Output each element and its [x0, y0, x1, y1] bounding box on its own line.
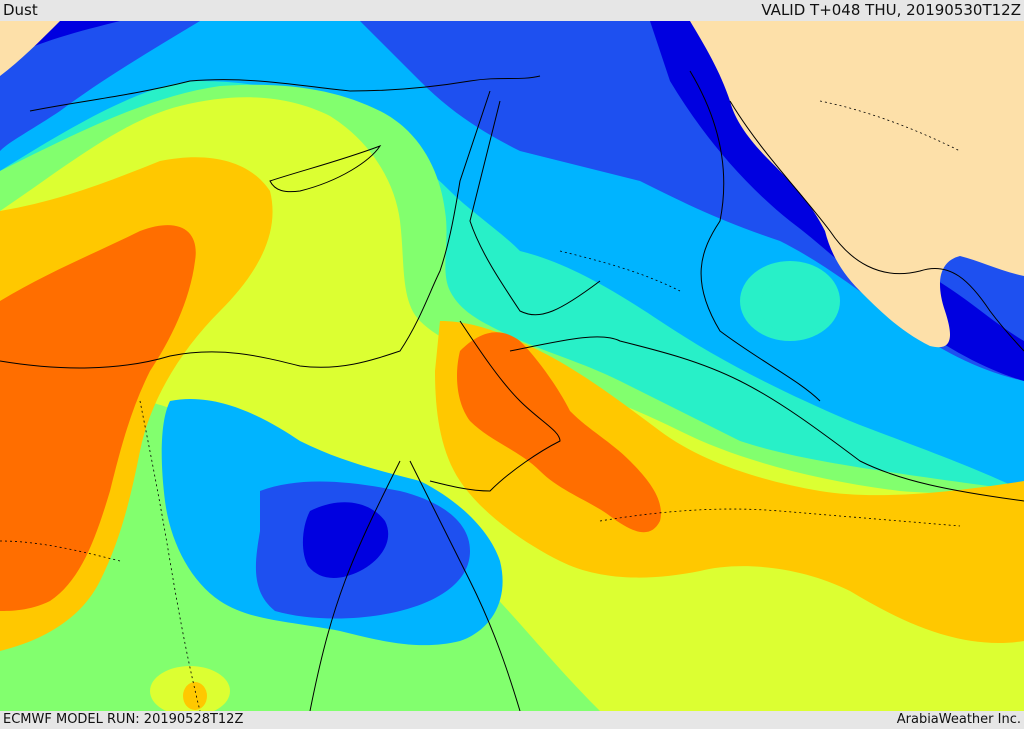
field-darkorange-west — [0, 225, 196, 612]
borders — [429, 70, 1024, 502]
field-deepblue-redsea — [302, 502, 389, 578]
field-patch-sw-2 — [183, 682, 207, 710]
model-run: ECMWF MODEL RUN: 20190528T12Z — [3, 712, 244, 727]
valid-time: VALID T+048 THU, 20190530T12Z — [761, 1, 1021, 19]
land-northeast — [690, 21, 1024, 348]
border-iraq-saudi — [509, 336, 1024, 502]
coast-redsea-west — [309, 460, 401, 711]
coast-gulf — [729, 100, 1024, 352]
dust-forecast-map — [0, 21, 1024, 711]
field-orange-arabia — [435, 321, 1024, 643]
footer-bar: ECMWF MODEL RUN: 20190528T12Z ArabiaWeat… — [0, 711, 1024, 729]
border-iraq-iran — [689, 70, 821, 402]
border-jordan — [429, 320, 561, 492]
coast-turkey — [29, 75, 541, 112]
coast-redsea-east — [409, 460, 521, 711]
field-teal-east-inner — [760, 278, 830, 334]
border-syria-iraq — [469, 100, 601, 316]
coast-mediterranean — [0, 90, 491, 369]
header-bar: Dust VALID T+048 THU, 20190530T12Z — [0, 0, 1024, 21]
field-darkorange-arabia — [457, 332, 661, 533]
coastlines — [0, 75, 1024, 711]
internal-boundaries — [0, 100, 961, 711]
product-title: Dust — [3, 1, 38, 19]
coast-cyprus — [269, 144, 382, 193]
land-northwest — [0, 21, 60, 76]
credit: ArabiaWeather Inc. — [896, 712, 1021, 727]
